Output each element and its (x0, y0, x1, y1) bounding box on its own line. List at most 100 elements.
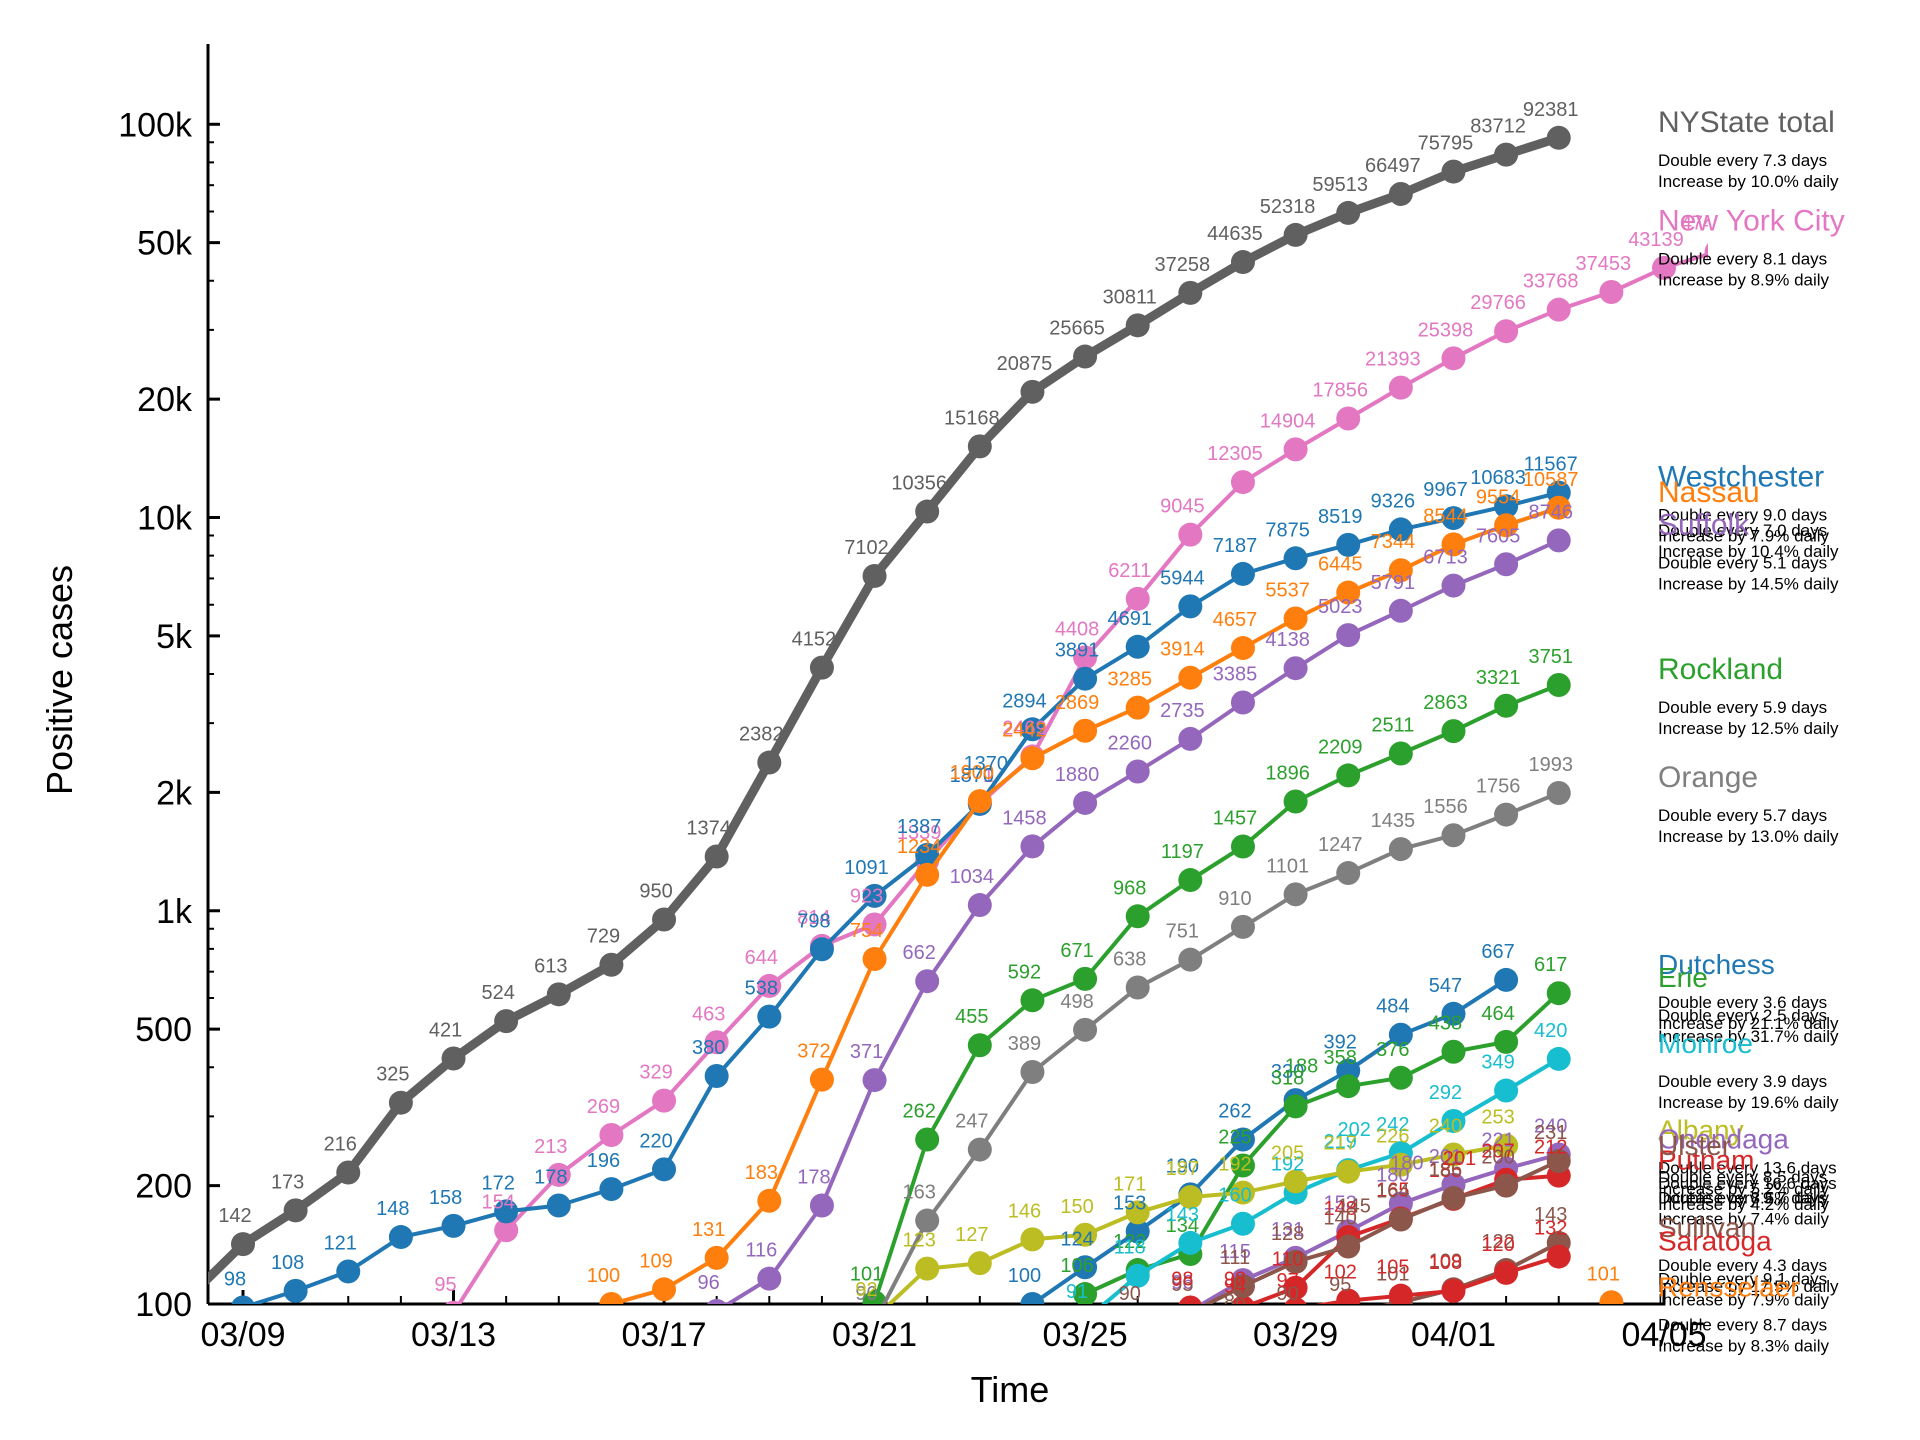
data-label: 6445 (1318, 554, 1363, 576)
data-point (1546, 297, 1571, 322)
data-label: 1458 (1002, 807, 1047, 829)
data-point (1230, 1180, 1255, 1205)
data-point (704, 844, 729, 869)
data-label: 262 (1218, 1101, 1251, 1123)
data-point (1230, 1127, 1255, 1152)
data-label: 547 (1429, 975, 1462, 997)
data-point (1388, 558, 1413, 583)
data-point (967, 1137, 992, 1162)
data-point (494, 1009, 519, 1034)
data-label: 205 (1271, 1142, 1304, 1164)
growth-note: Double every 3.6 days (1658, 993, 1827, 1012)
data-label: 154 (481, 1191, 514, 1213)
series-saratoga (1178, 1244, 1571, 1304)
data-point (1546, 495, 1571, 520)
data-label: 662 (902, 942, 935, 964)
data-point (1336, 580, 1361, 605)
data-label: 105 (166, 1257, 199, 1279)
data-point (1494, 552, 1519, 577)
data-label: 131 (1271, 1219, 1304, 1241)
data-label: 123 (902, 1230, 935, 1252)
data-label: 1756 (1476, 776, 1521, 798)
data-label: 5537 (1265, 579, 1310, 601)
data-label: 146 (1008, 1200, 1041, 1222)
series-name-label: Albany (1658, 1114, 1744, 1145)
data-label: 2260 (1107, 733, 1152, 755)
annotation-label: 145 (1338, 1196, 1371, 1218)
ticks: 100 200 500 1k 2k 5k 10k 20k 50k 100k 03/09 03/13 03… (118, 106, 1706, 1354)
y-tick-label: 10k (137, 500, 193, 538)
data-label: 910 (1218, 888, 1251, 910)
data-label: 1556 (1423, 796, 1468, 818)
data-point (1546, 672, 1571, 697)
data-point (1441, 346, 1466, 371)
data-point (1178, 868, 1203, 893)
annotation-label: 1370 (964, 753, 1009, 775)
data-label: 115 (1219, 1241, 1251, 1263)
data-point (1020, 379, 1045, 404)
growth-note: Increase by 31.7% daily (1658, 1027, 1839, 1046)
data-label: 44635 (1207, 223, 1263, 245)
data-label: 164 (1376, 1181, 1409, 1203)
data-label: 498 (1060, 991, 1093, 1013)
data-label: 37258 (1155, 254, 1211, 276)
data-point (652, 1088, 677, 1113)
data-point (809, 937, 834, 962)
data-label: 91 (1066, 1281, 1088, 1303)
data-label: 10683 (1470, 467, 1526, 489)
data-point (1652, 255, 1676, 280)
data-point (1231, 1295, 1255, 1304)
data-label: 1435 (1371, 810, 1416, 832)
data-label: 9045 (1160, 496, 1205, 518)
data-label: 1247 (1318, 834, 1363, 856)
data-label: 121 (324, 1232, 357, 1254)
data-label: 52318 (1260, 196, 1316, 218)
growth-note: Increase by 7.4% daily (1658, 1210, 1830, 1229)
data-point (1546, 1046, 1571, 1071)
data-label: 7875 (1265, 519, 1310, 541)
data-point (1178, 1295, 1202, 1304)
data-label: 8746 (1528, 501, 1573, 523)
data-label: 1234 (897, 836, 942, 858)
data-label: 43139 (1628, 229, 1684, 251)
data-label: 2735 (1160, 700, 1205, 722)
data-label: 106 (1060, 1255, 1093, 1277)
data-label: 132 (1534, 1218, 1567, 1240)
data-label: 3285 (1107, 669, 1152, 691)
data-point (1283, 437, 1308, 462)
data-label: 389 (1008, 1033, 1041, 1055)
growth-note: Increase by 12.5% daily (1658, 719, 1839, 738)
label-layer: 105 142 173 216 325 421 524 613 729 950 1374 2382 41… (166, 99, 1737, 1304)
data-label: 98 (1171, 1268, 1193, 1290)
series-new-york-city (445, 243, 1708, 1304)
data-label: 100 (1008, 1265, 1041, 1287)
data-label: 111 (1220, 1247, 1250, 1269)
data-point (1336, 763, 1361, 788)
data-point (336, 1160, 361, 1185)
data-label: 98 (224, 1268, 246, 1290)
data-label: 11567 (1524, 454, 1578, 476)
data-point (706, 1298, 727, 1304)
data-point (494, 1218, 519, 1243)
series-name-label: NYState total (1658, 106, 1835, 139)
data-point (1441, 1186, 1466, 1211)
data-point (445, 1300, 462, 1304)
data-point (599, 1292, 624, 1304)
data-label: 122 (1481, 1231, 1514, 1253)
data-point (967, 434, 992, 459)
series-name-label: Sullivan (1658, 1212, 1756, 1243)
data-point (1230, 250, 1255, 275)
growth-note: Increase by 8.5% daily (1658, 1188, 1830, 1207)
data-label: 95 (1329, 1274, 1351, 1296)
data-label: 96 (698, 1272, 720, 1294)
data-point (1494, 1260, 1519, 1285)
data-point (862, 1290, 887, 1304)
data-label: 1034 (950, 866, 995, 888)
data-label: 143 (1166, 1204, 1199, 1226)
data-label: 108 (1429, 1252, 1462, 1274)
data-point (546, 982, 571, 1007)
series-name-label: Dutchess (1658, 949, 1775, 980)
data-label: 47439 (1681, 213, 1737, 235)
growth-note: Increase by 21.1% daily (1658, 1014, 1839, 1033)
series-name-label: Orange (1658, 761, 1758, 794)
